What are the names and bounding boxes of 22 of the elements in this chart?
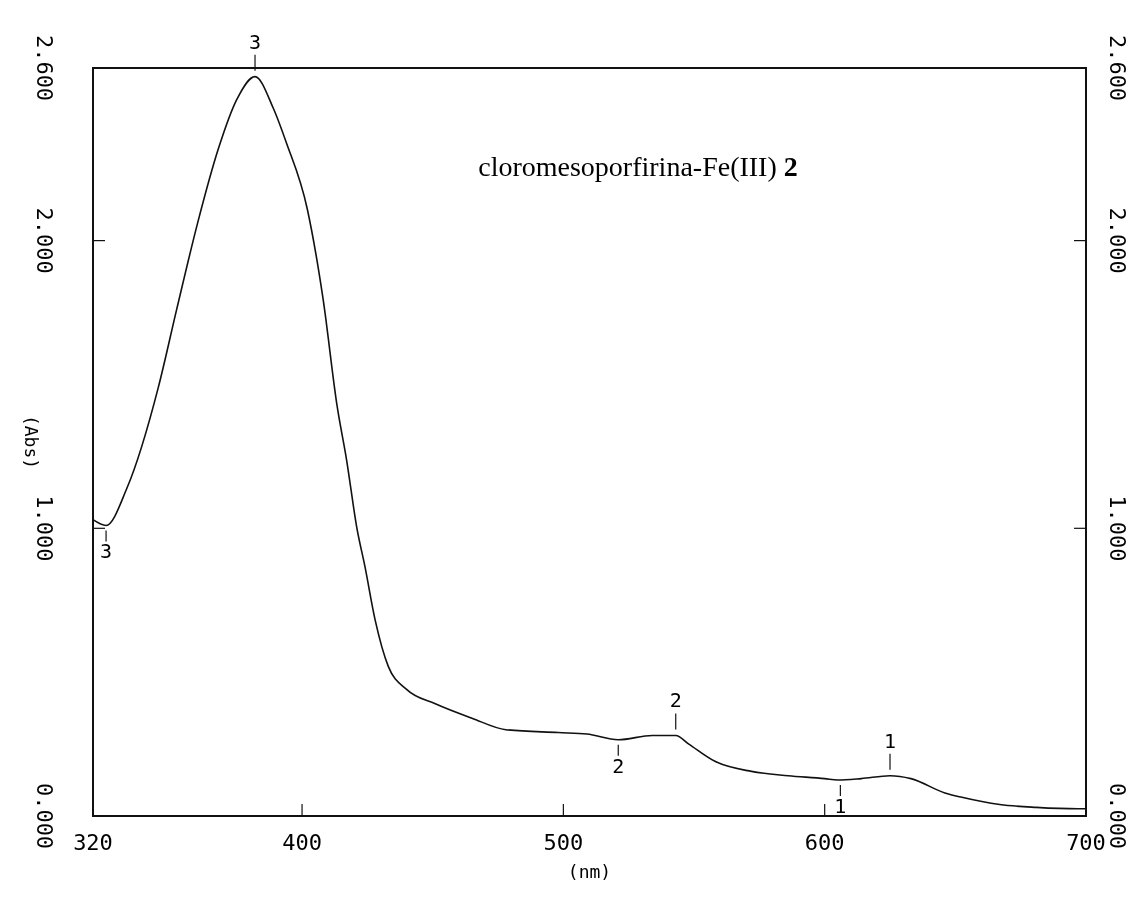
y-axis-title: (Abs) (21, 414, 42, 470)
annotation: 1 (883, 728, 897, 753)
text: cloromesoporfirina-Fe(III) 2 (478, 151, 798, 182)
y2-tick-label: 2.000 (1105, 207, 1130, 274)
x-tick-label: 500 (543, 830, 584, 855)
annotation: 2 (669, 688, 682, 713)
annotation: 1 (834, 794, 847, 819)
y2-tick-label: 1.000 (1105, 495, 1130, 562)
x-tick-label: 600 (804, 830, 845, 855)
y2-tick-label: 2.600 (1105, 34, 1130, 102)
x-tick-label: 320 (73, 830, 113, 855)
x-axis-title: (nm) (567, 861, 612, 882)
y2-tick-label: 0.000 (1105, 782, 1130, 850)
annotation: 2 (612, 753, 625, 778)
annotation: 3 (248, 29, 262, 54)
x-tick-label: 700 (1066, 830, 1106, 855)
y-tick-label: 0.000 (32, 782, 57, 850)
y-tick-label: 2.600 (32, 34, 57, 102)
annotation: 3 (100, 539, 113, 564)
y-tick-label: 1.000 (32, 495, 57, 562)
y-tick-label: 2.000 (32, 207, 57, 274)
x-tick-label: 400 (282, 830, 322, 855)
